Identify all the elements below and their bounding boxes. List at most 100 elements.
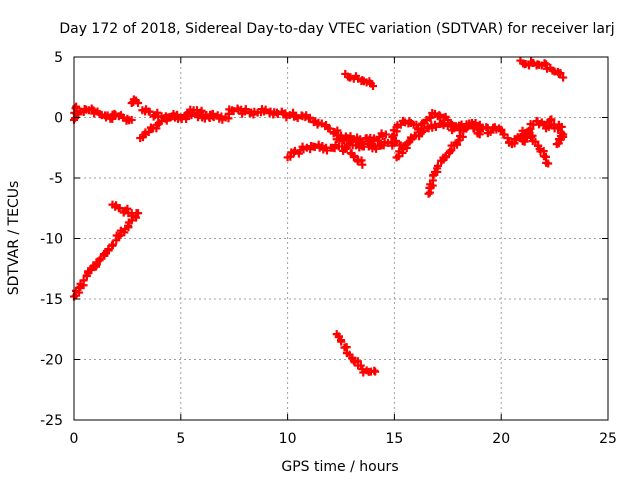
data-point [293,114,302,123]
data-point [132,213,141,222]
data-point [154,118,163,127]
data-point [342,143,351,152]
data-point [505,138,514,147]
data-point [305,113,314,122]
data-point [341,69,350,78]
data-point [162,116,171,125]
data-point [348,353,357,362]
data-point [454,136,463,145]
data-point [469,120,478,129]
data-point [347,149,356,158]
data-point [189,108,198,117]
data-point [447,121,456,130]
data-point [294,149,303,158]
data-point [351,72,360,81]
data-point [142,105,151,114]
data-point [325,124,334,133]
data-point [518,131,527,140]
data-point [524,126,533,135]
data-point [557,122,566,131]
data-point [129,95,138,104]
data-point [338,142,347,151]
data-point [218,115,227,124]
data-point [121,206,130,215]
y-tick-label: -20 [40,353,63,369]
data-point [472,122,481,131]
data-point [392,153,401,162]
data-point [302,111,311,120]
data-point [418,128,427,137]
data-point [195,111,204,120]
data-point [346,73,355,82]
y-tick-label: -25 [40,413,63,429]
data-point [495,124,504,133]
data-point [119,208,128,217]
data-point [524,61,533,70]
data-point [168,112,177,121]
data-point [457,120,466,129]
data-point [224,109,233,118]
data-point [371,367,380,376]
data-point [87,266,96,275]
data-point [322,120,331,129]
axis-ticks [73,56,609,421]
data-point [349,74,358,83]
data-point [111,111,120,120]
data-point [544,159,553,168]
data-point [353,357,362,366]
data-point [124,218,133,227]
data-point [354,74,363,83]
data-point [510,139,519,148]
data-point [347,137,356,146]
data-point [534,141,543,150]
data-point [522,133,531,142]
data-point [428,181,437,190]
data-point [145,107,154,116]
data-point [290,146,299,155]
data-point [344,140,353,149]
data-point [443,115,452,124]
data-point [123,204,132,213]
data-point [330,128,339,137]
data-point [401,118,410,127]
data-point [112,201,121,210]
data-point [358,160,367,169]
data-point [424,189,433,198]
data-point [71,291,80,300]
data-point [108,241,117,250]
data-point [311,117,320,126]
data-point [429,171,438,180]
data-point [197,106,206,115]
data-point [119,113,128,122]
data-point [127,216,136,225]
y-tick-labels: 5 0 -5 -10 -15 -20 -25 [40,50,63,429]
data-point [388,141,397,150]
data-point [486,128,495,137]
data-point [345,138,354,147]
data-point [134,209,143,218]
data-point [389,131,398,140]
x-tick-label: 25 [599,431,617,447]
data-point [157,117,166,126]
data-point [388,132,397,141]
data-point [436,112,445,121]
data-point [176,113,185,122]
data-point [399,142,408,151]
data-point [127,115,136,124]
data-point [403,139,412,148]
data-point [475,126,484,135]
data-point [116,226,125,235]
data-point [381,130,390,139]
x-tick-labels: 0 5 10 15 20 25 [70,431,617,447]
data-point [537,118,546,127]
data-point [302,143,311,152]
data-point [131,96,140,105]
data-point [241,105,250,114]
data-point [391,137,400,146]
y-tick-label: -10 [40,232,63,248]
data-point [537,61,546,70]
data-point [182,114,191,123]
data-point [554,139,563,148]
data-point [463,122,472,131]
data-point [439,155,448,164]
